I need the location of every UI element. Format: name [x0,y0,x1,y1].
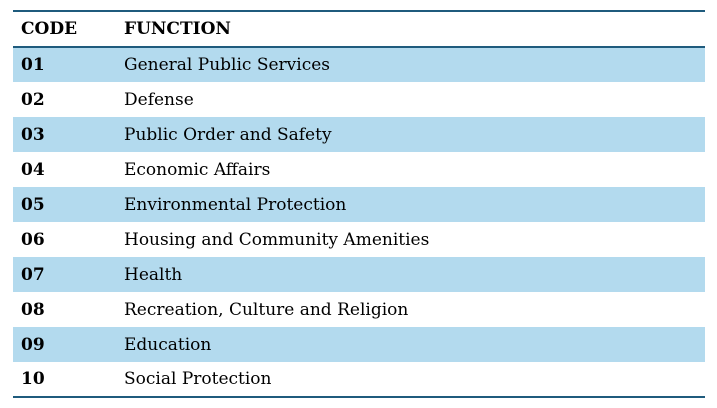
table-row: 06 Housing and Community Amenities [13,222,705,257]
function-cell: Environmental Protection [124,194,347,215]
function-cell: Education [124,334,212,355]
table-row: 01 General Public Services [13,47,705,82]
table-row: 07 Health [13,257,705,292]
code-cell: 04 [21,159,45,180]
table-row: 08 Recreation, Culture and Religion [13,292,705,327]
function-cell: Public Order and Safety [124,124,332,145]
code-cell: 01 [21,55,45,75]
function-codes-table-container: CODE FUNCTION 01 General Public Services… [13,10,705,398]
table-body: 01 General Public Services 02 Defense 03… [13,47,705,397]
table-row: 04 Economic Affairs [13,152,705,187]
function-cell: Economic Affairs [124,159,271,180]
function-cell: Health [124,264,183,285]
function-cell: General Public Services [124,55,331,75]
function-cell: Housing and Community Amenities [124,229,430,250]
table-row: 09 Education [13,327,705,362]
code-cell: 05 [21,194,45,215]
table-row: 02 Defense [13,82,705,117]
table-row: 10 Social Protection [13,362,705,397]
code-cell: 03 [21,124,45,145]
column-header-code: CODE [13,11,116,48]
function-cell: Defense [124,89,194,110]
code-cell: 06 [21,229,45,250]
table-row: 03 Public Order and Safety [13,117,705,152]
function-codes-table: CODE FUNCTION 01 General Public Services… [13,10,705,398]
code-cell: 10 [21,369,45,389]
header-row: CODE FUNCTION [13,11,705,48]
column-header-function: FUNCTION [116,11,705,48]
function-cell: Recreation, Culture and Religion [124,299,409,320]
code-cell: 07 [21,264,45,285]
table-header: CODE FUNCTION [13,11,705,48]
code-cell: 09 [21,334,45,355]
code-cell: 08 [21,299,45,320]
table-row: 05 Environmental Protection [13,187,705,222]
code-cell: 02 [21,89,45,110]
function-cell: Social Protection [124,369,272,389]
